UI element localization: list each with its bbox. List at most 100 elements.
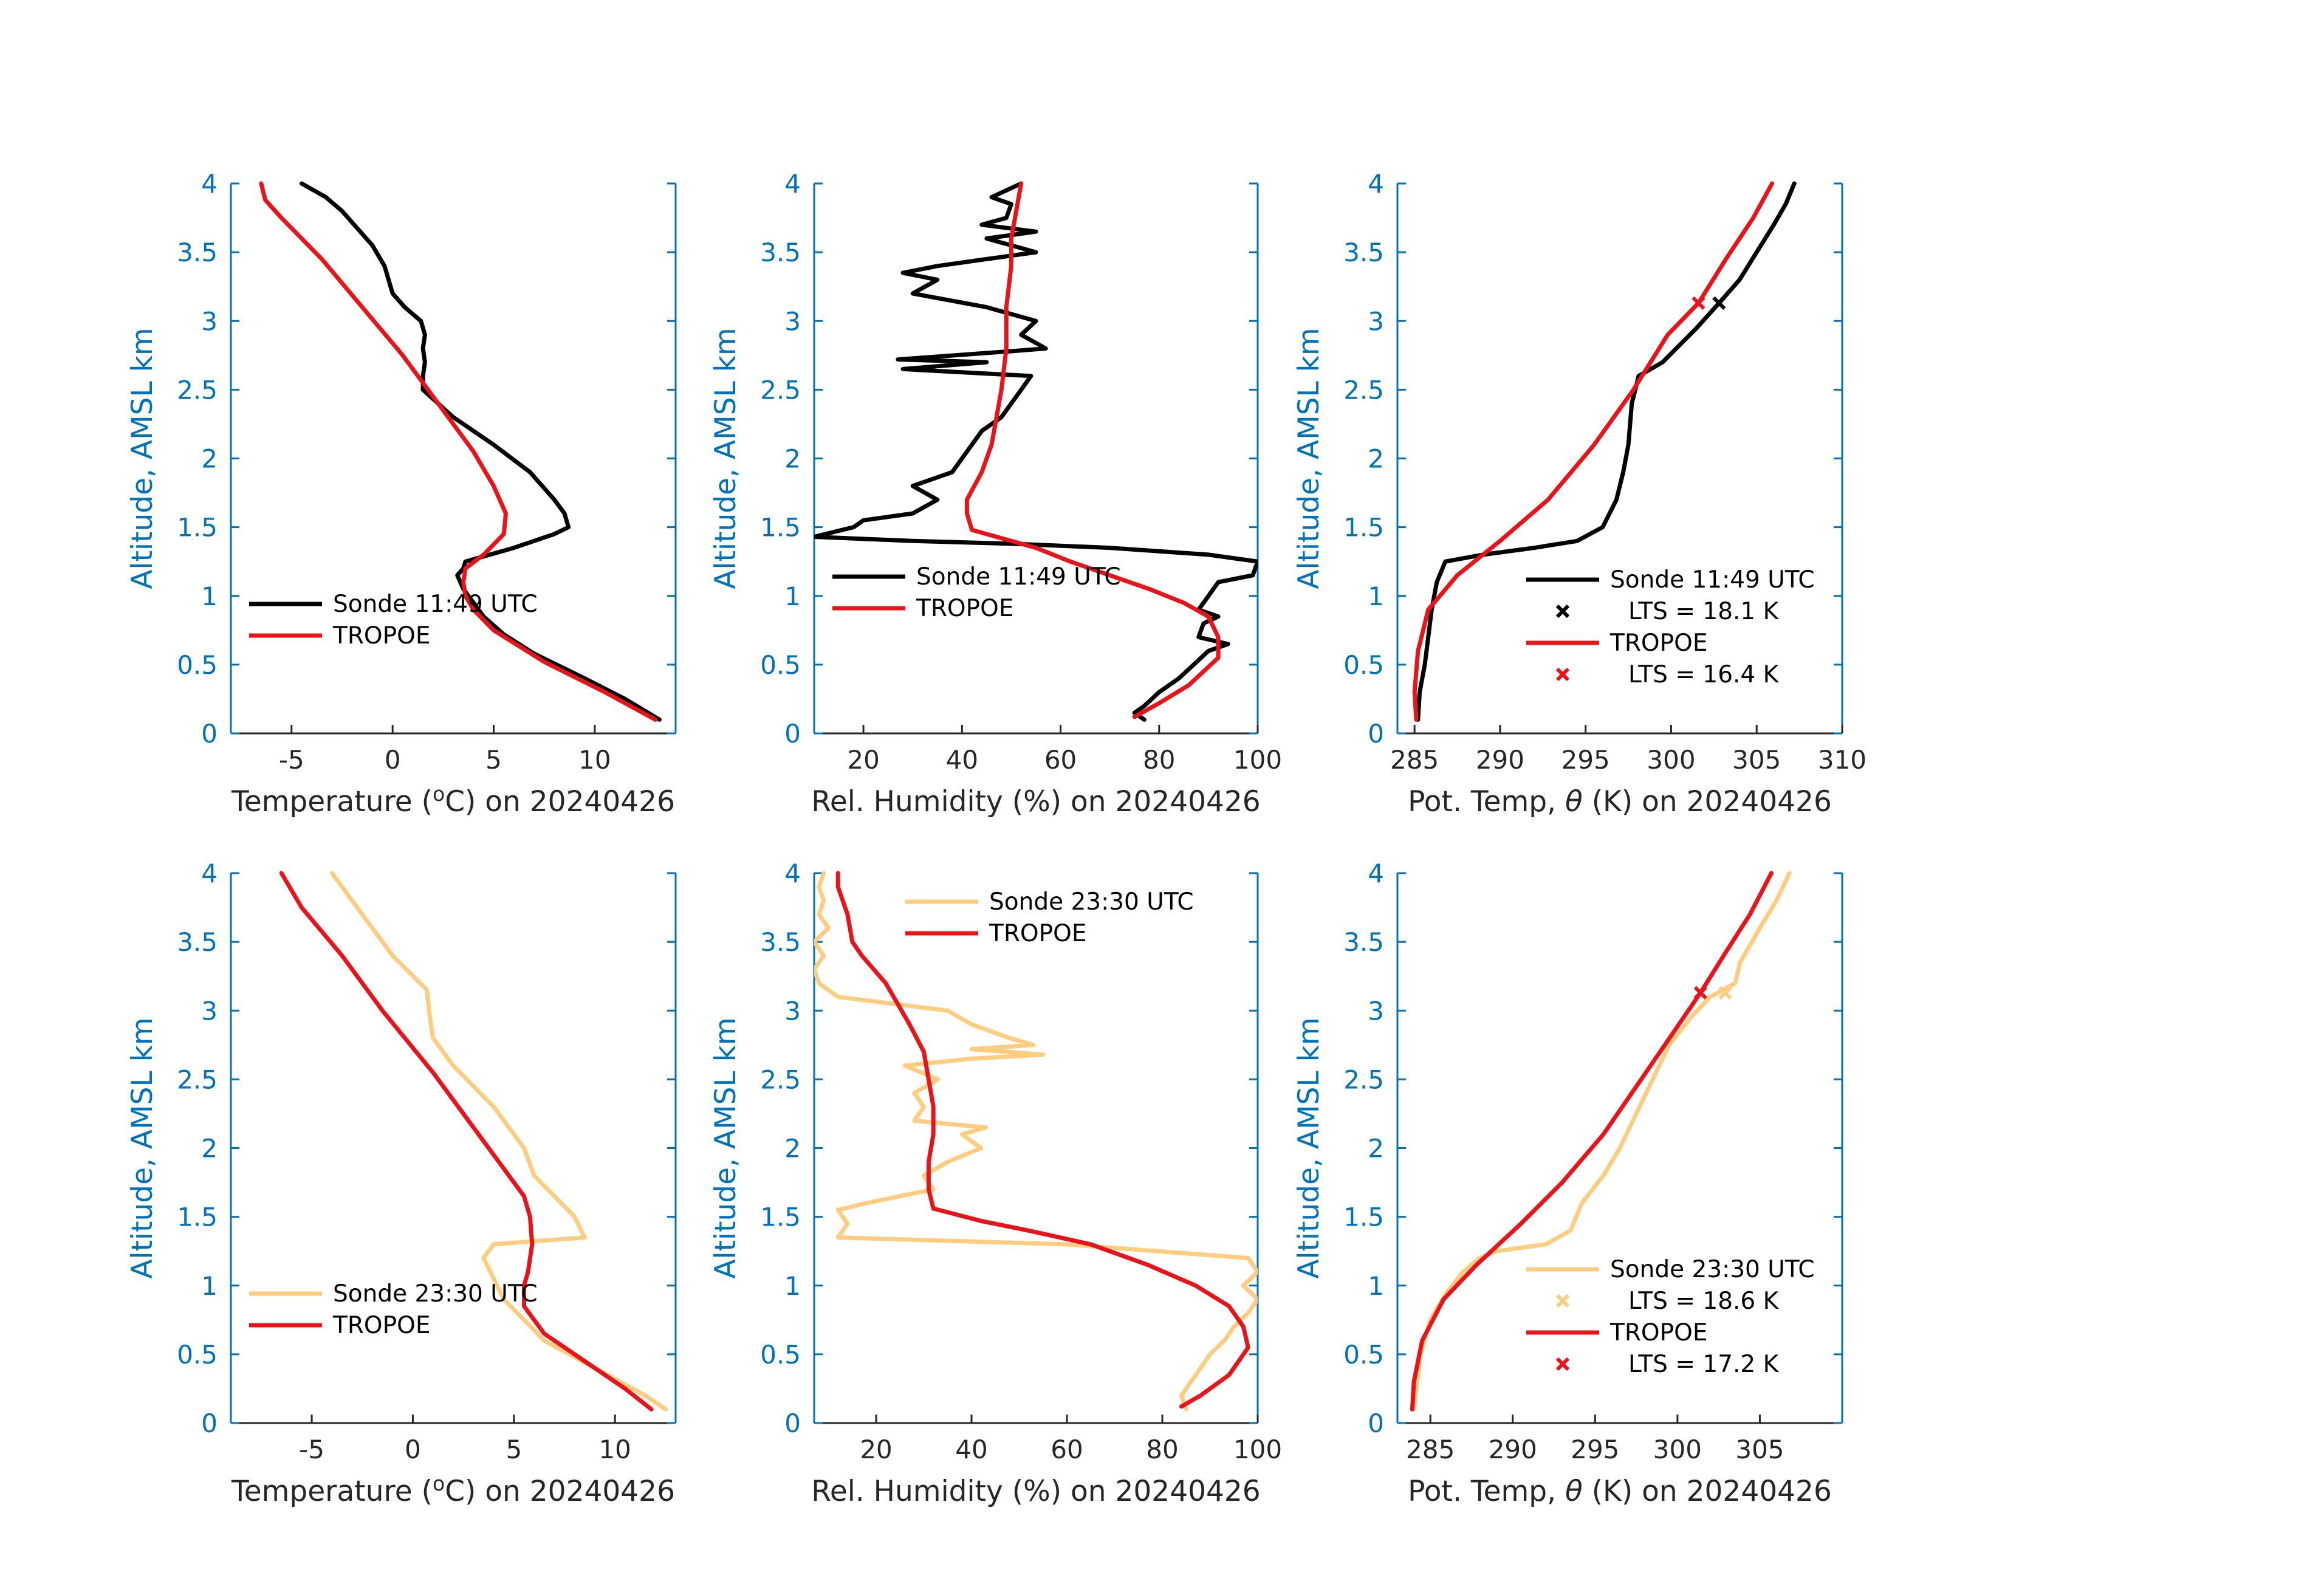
panel-theta-2330: 0 0.5 1 1.5 2 2.5 3 3.5 4 285 290 295 300 305 Altitude… [1292, 859, 1843, 1508]
plot-area [279, 871, 668, 1411]
y-tick-label: 4 [201, 859, 218, 888]
x-tick-label: 5 [506, 1435, 522, 1464]
y-tick-label: 0 [1368, 1408, 1384, 1438]
x-tick-label: 10 [598, 1435, 631, 1464]
series-line-tropoe [964, 181, 1221, 719]
y-tick-label: 4 [1368, 859, 1384, 888]
x-axis-title-part: (K) on 20240426 [1583, 785, 1832, 818]
y-tick-label: 3.5 [1343, 927, 1384, 957]
legend-label: Sonde 11:49 UTC [333, 591, 538, 618]
y-tick-label: 3.5 [1343, 238, 1384, 267]
lts-marker [1718, 986, 1732, 1000]
y-tick-label: 3.5 [760, 238, 801, 267]
x-axis-title: Pot. Temp, θ (K) on 20240426 [1408, 785, 1832, 818]
x-tick-label: 300 [1647, 745, 1695, 775]
legend-label: Sonde 11:49 UTC [916, 563, 1121, 591]
x-tick-label: 305 [1732, 745, 1781, 775]
x-tick-label: 295 [1561, 745, 1610, 775]
x-axis-title-symbol: θ [1565, 785, 1583, 818]
y-tick-label: 2.5 [1343, 1065, 1384, 1094]
x-tick-label: 0 [385, 745, 401, 775]
y-tick-label: 0 [784, 1408, 801, 1438]
y-tick-label: 4 [784, 859, 801, 888]
series-line-sonde [814, 871, 1258, 1411]
panel-rh-1149: 0 0.5 1 1.5 2 2.5 3 3.5 4 20 40 60 80 100 Altitude, AM… [709, 169, 1282, 818]
x-axis-title-part: Pot. Temp, [1408, 1475, 1565, 1508]
panel-theta-1149: 0 0.5 1 1.5 2 2.5 3 3.5 4 285 290 295 300 305 310 Altit… [1292, 169, 1866, 818]
x-tick-label: 285 [1390, 745, 1439, 775]
x-tick-label: 40 [946, 745, 978, 775]
lts-marker [1693, 986, 1707, 1000]
y-tick-label: 1.5 [760, 1202, 801, 1232]
x-axis-title: Temperature (oC) on 20240426 [231, 782, 675, 818]
y-tick-label: 3.5 [177, 238, 218, 267]
y-tick-label: 2.5 [760, 1065, 801, 1094]
y-tick-label: 1.5 [177, 1202, 218, 1232]
x-tick-label: -5 [279, 745, 304, 775]
x-tick-label: 20 [847, 745, 879, 775]
x-tick-label: 20 [860, 1435, 892, 1464]
panel-temp-1149: 0 0.5 1 1.5 2 2.5 3 3.5 4 -5 0 5 10 Altitude, AMSL km… [126, 169, 677, 818]
series-line-sonde [1416, 181, 1797, 722]
x-tick-label: 60 [1051, 1435, 1083, 1464]
legend-label: TROPOE [916, 595, 1013, 622]
y-tick-label: 0 [784, 719, 801, 749]
x-axis-title-part: Temperature ( [231, 785, 433, 818]
x-tick-label: 305 [1735, 1435, 1784, 1464]
legend-lts-label: LTS = 18.6 K [1628, 1288, 1780, 1315]
legend-label: Sonde 23:30 UTC [1610, 1256, 1815, 1283]
y-axis-title: Altitude, AMSL km [709, 1017, 742, 1278]
x-axis-title: Pot. Temp, θ (K) on 20240426 [1408, 1475, 1832, 1508]
x-tick-label: 300 [1653, 1435, 1702, 1464]
series-line-sonde [300, 181, 662, 722]
y-tick-label: 0.5 [177, 1340, 218, 1370]
y-tick-label: 2 [201, 444, 218, 474]
x-axis-title-superscript: o [433, 1472, 445, 1495]
y-tick-label: 2.5 [1343, 375, 1384, 405]
legend: Sonde 23:30 UTC TROPOE [249, 1280, 538, 1339]
y-tick-label: 1.5 [1343, 513, 1384, 543]
y-tick-label: 2 [784, 1134, 801, 1164]
y-tick-label: 3 [784, 996, 801, 1026]
y-tick-label: 0 [201, 719, 218, 749]
legend: Sonde 11:49 UTC TROPOE [249, 591, 538, 650]
x-tick-label: 60 [1044, 745, 1077, 775]
legend-marker [1555, 1294, 1570, 1308]
plot-area [1412, 181, 1797, 722]
y-tick-label: 1 [201, 1271, 218, 1301]
x-axis-title-symbol: θ [1565, 1475, 1583, 1508]
x-tick-label: 80 [1143, 745, 1175, 775]
y-tick-label: 0.5 [760, 1340, 801, 1370]
x-axis-title: Temperature (oC) on 20240426 [231, 1472, 675, 1508]
legend-label: TROPOE [989, 920, 1086, 947]
x-tick-label: 80 [1146, 1435, 1178, 1464]
x-tick-label: 10 [578, 745, 611, 775]
y-tick-label: 3.5 [760, 927, 801, 957]
y-tick-label: 0.5 [1343, 1340, 1384, 1370]
series-line-tropoe [1412, 181, 1775, 722]
y-axis-title: Altitude, AMSL km [1292, 328, 1326, 589]
y-tick-label: 3 [784, 306, 801, 336]
x-tick-label: 100 [1233, 745, 1282, 775]
y-tick-label: 2 [201, 1134, 218, 1164]
x-axis-title-part: C) on 20240426 [445, 785, 675, 818]
plot-area [814, 871, 1258, 1411]
y-tick-label: 2 [1368, 1134, 1384, 1164]
legend-label: TROPOE [1609, 1319, 1707, 1346]
y-tick-label: 4 [1368, 169, 1384, 199]
x-axis-title-part: (K) on 20240426 [1583, 1475, 1832, 1508]
x-tick-label: 0 [405, 1435, 421, 1464]
y-tick-label: 2 [784, 444, 801, 474]
y-axis-title: Altitude, AMSL km [126, 1017, 159, 1278]
x-tick-label: 100 [1233, 1435, 1282, 1464]
y-axis-title: Altitude, AMSL km [126, 328, 159, 589]
y-tick-label: 4 [201, 169, 218, 199]
legend: Sonde 23:30 UTC TROPOE [905, 888, 1194, 947]
series-line-tropoe [835, 871, 1250, 1409]
y-tick-label: 1 [784, 1271, 801, 1301]
legend-label: TROPOE [1609, 629, 1707, 657]
legend-label: Sonde 23:30 UTC [989, 888, 1194, 916]
y-tick-label: 2 [1368, 444, 1384, 474]
plot-area [814, 181, 1258, 722]
y-tick-label: 3 [1368, 306, 1384, 336]
